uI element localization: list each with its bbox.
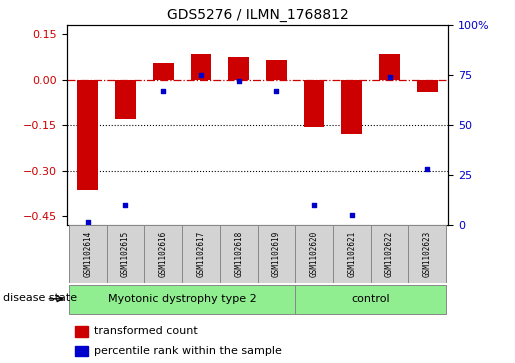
Bar (333, 225, 371, 283)
Bar (115, 80, 136, 119)
Point (310, 202, 318, 208)
Bar (417, 80, 438, 92)
Text: GSM1102614: GSM1102614 (83, 231, 92, 277)
Bar (153, 63, 174, 80)
Bar (107, 225, 144, 283)
Bar (371, 225, 408, 283)
Text: control: control (351, 294, 390, 304)
Text: transformed count: transformed count (94, 326, 197, 337)
Bar (191, 54, 211, 80)
Bar (258, 225, 295, 283)
Bar (266, 60, 287, 80)
Point (423, 166, 432, 172)
Point (83, 219, 92, 225)
Bar (69, 225, 107, 283)
Text: GSM1102619: GSM1102619 (272, 231, 281, 277)
Bar (69, 285, 295, 314)
Bar (182, 225, 220, 283)
Text: GSM1102623: GSM1102623 (423, 231, 432, 277)
Bar (379, 54, 400, 80)
Text: GSM1102620: GSM1102620 (310, 231, 319, 277)
Bar (341, 80, 362, 134)
Text: Myotonic dystrophy type 2: Myotonic dystrophy type 2 (108, 294, 256, 304)
Point (159, 88, 167, 94)
Bar (77, 80, 98, 190)
Text: GSM1102615: GSM1102615 (121, 231, 130, 277)
Bar (228, 57, 249, 80)
Point (197, 72, 205, 78)
Bar (75, 346, 88, 356)
Text: GSM1102622: GSM1102622 (385, 231, 394, 277)
Point (348, 212, 356, 218)
Point (122, 202, 130, 208)
Title: GDS5276 / ILMN_1768812: GDS5276 / ILMN_1768812 (167, 8, 348, 22)
Bar (220, 225, 258, 283)
Bar (408, 225, 446, 283)
Bar (295, 225, 333, 283)
Bar (75, 326, 88, 337)
Bar (304, 80, 324, 127)
Text: GSM1102621: GSM1102621 (347, 231, 356, 277)
Point (234, 78, 243, 84)
Text: disease state: disease state (3, 293, 77, 303)
Point (385, 74, 393, 80)
Bar (295, 285, 446, 314)
Point (272, 88, 281, 94)
Text: percentile rank within the sample: percentile rank within the sample (94, 346, 282, 356)
Text: GSM1102618: GSM1102618 (234, 231, 243, 277)
Bar (144, 225, 182, 283)
Text: GSM1102617: GSM1102617 (196, 231, 205, 277)
Text: GSM1102616: GSM1102616 (159, 231, 168, 277)
